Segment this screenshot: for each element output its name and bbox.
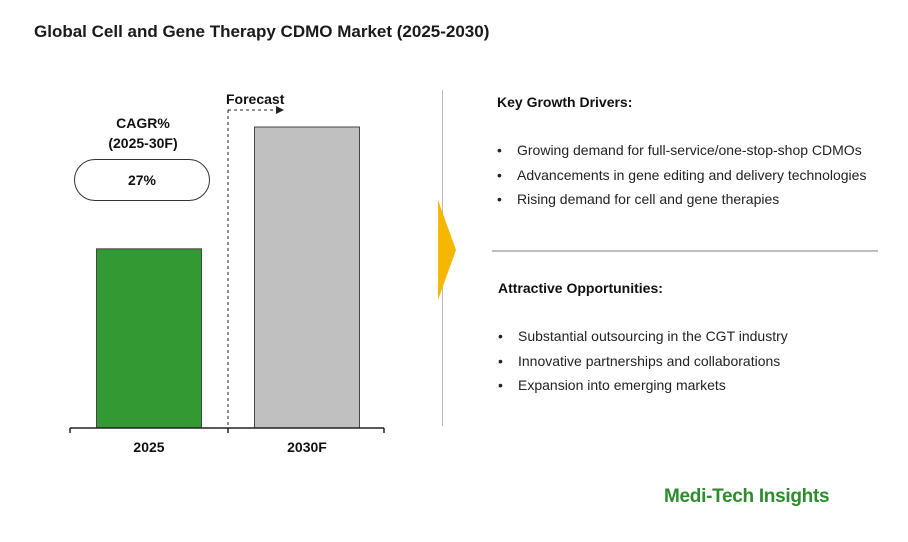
bar-2030F bbox=[254, 126, 360, 429]
opportunities-list: • Substantial outsourcing in the CGT indu… bbox=[498, 324, 788, 398]
bullet-icon: • bbox=[497, 166, 502, 183]
list-item: • Innovative partnerships and collaborati… bbox=[498, 349, 788, 374]
cagr-label: CAGR% (2025-30F) bbox=[88, 113, 198, 153]
list-item: • Substantial outsourcing in the CGT indu… bbox=[498, 324, 788, 349]
right-arrow-icon bbox=[438, 200, 456, 300]
bullet-icon: • bbox=[498, 377, 503, 393]
list-item: • Advancements in gene editing and delive… bbox=[497, 163, 866, 188]
driver-text: Rising demand for cell and gene therapie… bbox=[517, 191, 780, 207]
bar-2025 bbox=[96, 248, 202, 429]
horizontal-divider bbox=[492, 250, 878, 252]
x-tick-label: 2030F bbox=[287, 439, 327, 455]
forecast-label: Forecast bbox=[226, 91, 285, 107]
opportunity-text: Substantial outsourcing in the CGT indus… bbox=[518, 328, 788, 344]
forecast-arrowhead bbox=[276, 106, 284, 114]
bullet-icon: • bbox=[497, 191, 502, 207]
cagr-value-pill: 27% bbox=[74, 159, 210, 201]
bullet-icon: • bbox=[498, 352, 503, 369]
list-item: • Rising demand for cell and gene therapi… bbox=[497, 187, 866, 212]
opportunity-text: Expansion into emerging markets bbox=[518, 377, 726, 393]
driver-text: Growing demand for full-service/one-stop… bbox=[517, 142, 862, 158]
list-item: • Expansion into emerging markets bbox=[498, 373, 788, 398]
cagr-label-line1: CAGR% bbox=[116, 115, 170, 131]
bullet-icon: • bbox=[498, 328, 503, 344]
chart-title: Global Cell and Gene Therapy CDMO Market… bbox=[34, 22, 490, 41]
cagr-label-line2: (2025-30F) bbox=[108, 135, 178, 151]
drivers-list: • Growing demand for full-service/one-sto… bbox=[497, 138, 866, 212]
x-tick-label: 2025 bbox=[133, 439, 164, 455]
opportunities-title: Attractive Opportunities: bbox=[498, 280, 663, 296]
bar-chart: 2025 2030F bbox=[69, 106, 385, 455]
list-item: • Growing demand for full-service/one-sto… bbox=[497, 138, 866, 163]
cagr-value: 27% bbox=[127, 172, 157, 188]
drivers-title: Key Growth Drivers: bbox=[497, 94, 633, 110]
brand-logo: Medi-Tech Insights bbox=[664, 486, 830, 507]
driver-text: Advancements in gene editing and deliver… bbox=[517, 166, 867, 183]
bullet-icon: • bbox=[497, 142, 502, 158]
opportunity-text: Innovative partnerships and collaboratio… bbox=[518, 352, 781, 369]
